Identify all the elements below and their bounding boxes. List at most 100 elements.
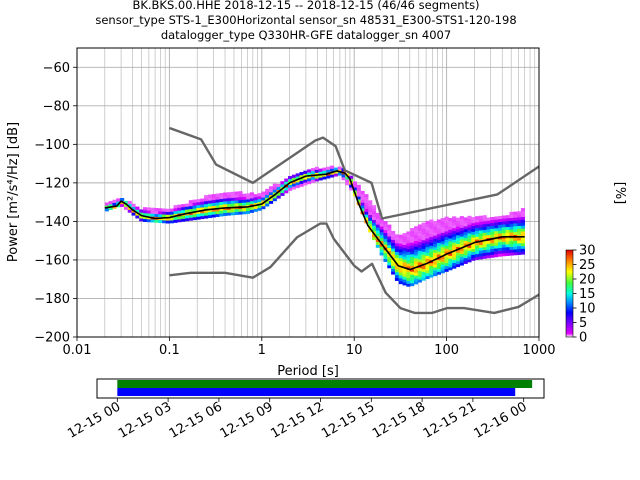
ppsd-density-cell [494, 239, 499, 243]
ppsd-density-cell [413, 237, 419, 241]
ppsd-density-cell [341, 176, 346, 181]
ppsd-density-cell [520, 222, 525, 226]
ppsd-density-cell [490, 240, 495, 244]
ppsd-density-cell [150, 207, 155, 211]
ppsd-density-cell [165, 217, 171, 221]
ppsd-density-cell [368, 208, 373, 213]
ppsd-density-cell [490, 217, 495, 221]
ppsd-density-cell [299, 180, 304, 184]
ppsd-density-cell [417, 238, 422, 243]
ppsd-density-cell [444, 262, 449, 267]
ppsd-density-cell [402, 267, 407, 271]
ppsd-density-cell [211, 211, 216, 215]
ppsd-density-cell [413, 249, 419, 253]
ppsd-density-cell [448, 264, 453, 268]
ppsd-density-cell [463, 231, 468, 236]
ppsd-density-cell [494, 230, 499, 235]
ppsd-density-cell [356, 199, 361, 203]
ppsd-density-cell [475, 224, 480, 229]
ppsd-density-cell [440, 235, 445, 239]
ppsd-density-cell [452, 242, 457, 246]
ppsd-density-cell [440, 226, 445, 230]
ppsd-density-cell [188, 217, 193, 221]
ppsd-density-cell [425, 226, 430, 230]
ppsd-density-cell [226, 200, 232, 205]
ppsd-density-cell [513, 217, 518, 221]
ppsd-density-cell [482, 229, 487, 233]
ppsd-density-cell [413, 266, 419, 270]
ppsd-density-cell [372, 228, 377, 232]
colorbar-tick-label: 0 [579, 331, 587, 346]
ppsd-density-cell [417, 261, 422, 266]
ppsd-density-cell [417, 247, 422, 251]
ppsd-density-cell [211, 208, 216, 212]
ppsd-density-cell [379, 237, 384, 241]
ppsd-density-cell [123, 200, 129, 205]
ppsd-density-cell [421, 257, 426, 261]
ppsd-density-cell [135, 206, 140, 210]
ppsd-density-cell [421, 239, 426, 244]
ppsd-density-cell [352, 187, 358, 191]
ppsd-density-cell [509, 249, 514, 253]
ppsd-density-cell [421, 222, 426, 226]
ppsd-density-cell [249, 200, 254, 205]
colorbar-tick-label: 25 [579, 258, 596, 273]
ppsd-density-cell [410, 236, 415, 240]
ppsd-density-cell [444, 248, 449, 252]
ppsd-density-cell [509, 214, 514, 219]
ppsd-density-cell [387, 224, 392, 228]
ppsd-density-cell [391, 242, 396, 246]
ppsd-density-cell [383, 250, 388, 254]
ppsd-density-cell [467, 253, 472, 257]
ppsd-density-cell [406, 260, 411, 264]
ppsd-density-cell [330, 168, 335, 172]
ppsd-density-cell [463, 234, 468, 238]
ppsd-density-cell [295, 173, 300, 177]
availability-tick-label: 12-15 03 [116, 399, 174, 441]
ppsd-density-cell [444, 225, 449, 229]
ppsd-density-cell [284, 181, 289, 185]
ppsd-density-cell [444, 222, 449, 226]
y-tick-label: −180 [34, 292, 70, 307]
ppsd-density-cell [207, 194, 212, 198]
ppsd-density-cell [455, 249, 461, 253]
ppsd-density-cell [230, 212, 235, 216]
ppsd-density-cell [169, 214, 174, 218]
ppsd-density-cell [448, 220, 453, 225]
ppsd-density-cell [455, 255, 461, 259]
ppsd-density-cell [463, 249, 468, 253]
ppsd-density-cell [452, 230, 457, 235]
ppsd-density-cell [436, 268, 442, 272]
ppsd-density-cell [238, 202, 243, 206]
ppsd-density-cell [482, 220, 487, 225]
ppsd-density-cell [429, 265, 434, 269]
ppsd-density-cell [452, 251, 457, 255]
ppsd-density-cell [475, 222, 480, 226]
ppsd-density-cell [158, 219, 163, 223]
ppsd-density-cell [249, 209, 254, 213]
ppsd-density-cell [234, 197, 239, 201]
ppsd-density-cell [421, 231, 426, 235]
ppsd-density-cell [146, 213, 151, 217]
ppsd-density-cell [391, 239, 396, 243]
ppsd-density-cell [268, 200, 274, 204]
ppsd-density-cell [448, 232, 453, 236]
ppsd-density-cell [513, 246, 518, 250]
availability-tick-label: 12-15 12 [268, 399, 326, 441]
ppsd-density-cell [509, 232, 514, 236]
ppsd-density-cell [410, 251, 415, 255]
ppsd-density-cell [200, 213, 205, 217]
ppsd-density-cell [505, 249, 510, 254]
ppsd-density-cell [341, 174, 346, 178]
ppsd-density-cell [463, 257, 468, 262]
ppsd-density-cell [497, 227, 503, 231]
ppsd-density-cell [238, 199, 243, 204]
ppsd-density-cell [295, 176, 300, 180]
ppsd-density-cell [433, 229, 438, 233]
ppsd-density-cell [459, 218, 464, 223]
ppsd-density-cell [188, 208, 193, 213]
ppsd-density-cell [509, 220, 514, 224]
ppsd-density-cell [513, 214, 518, 218]
ppsd-density-cell [444, 265, 449, 269]
